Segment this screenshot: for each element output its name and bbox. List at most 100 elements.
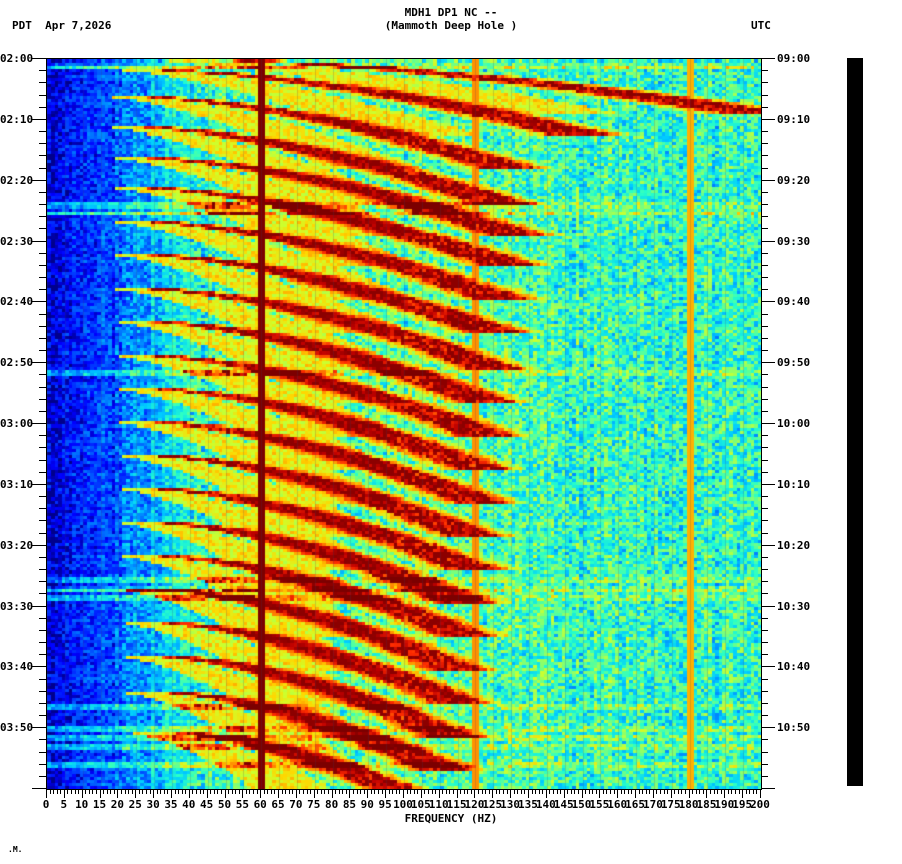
y-major-tick-left — [32, 362, 46, 364]
y-axis-left-labels: 02:00 02:10 02:20 02:30 02:40 02:50 03:00 03:10… — [0, 52, 34, 790]
x-minor-tick — [731, 789, 733, 794]
x-minor-tick — [338, 789, 340, 794]
y-major-tick-left — [32, 58, 46, 59]
x-minor-tick — [231, 789, 233, 794]
x-minor-tick — [370, 789, 372, 794]
y-minor-tick-right — [761, 496, 768, 497]
x-minor-tick — [745, 789, 747, 794]
x-major-tick — [724, 789, 726, 798]
x-minor-tick — [649, 789, 651, 794]
x-axis-label: 5 — [60, 798, 68, 811]
x-axis-label: 160 — [607, 798, 628, 811]
x-minor-tick — [517, 789, 519, 794]
x-major-tick — [295, 789, 297, 798]
x-major-tick — [206, 789, 208, 798]
utc-timezone-label: UTC — [751, 19, 771, 32]
x-minor-tick — [485, 789, 487, 794]
x-minor-tick — [128, 789, 130, 794]
x-minor-tick — [303, 789, 305, 794]
x-minor-tick — [531, 789, 533, 794]
y-major-tick-right — [761, 58, 775, 59]
x-minor-tick — [695, 789, 697, 794]
x-axis-label: 10 — [75, 798, 89, 811]
x-axis-label: 150 — [571, 798, 592, 811]
x-major-tick — [635, 789, 637, 798]
x-major-tick — [581, 789, 583, 798]
y-axis-left-ticks — [32, 58, 46, 790]
x-major-tick — [670, 789, 672, 798]
x-minor-tick — [502, 789, 504, 794]
x-major-tick — [706, 789, 708, 798]
x-minor-tick — [345, 789, 347, 794]
x-axis-label: 190 — [714, 798, 735, 811]
x-minor-tick — [210, 789, 212, 794]
x-minor-tick — [624, 789, 626, 794]
y-minor-tick-left — [39, 216, 46, 218]
x-major-tick — [117, 789, 119, 798]
x-axis-label: 20 — [110, 798, 125, 811]
x-minor-tick — [638, 789, 640, 794]
x-minor-tick — [270, 789, 272, 794]
y-axis-left-label: 02:30 — [0, 234, 34, 248]
x-axis-label: 140 — [535, 798, 556, 811]
y-minor-tick-right — [761, 191, 768, 193]
y-axis-right-label: 10:30 — [777, 599, 811, 613]
x-major-tick — [135, 789, 137, 798]
x-axis-label: 90 — [360, 798, 374, 811]
y-minor-tick-right — [761, 386, 768, 388]
y-minor-tick-left — [39, 398, 46, 400]
y-major-tick-left — [32, 118, 46, 120]
x-minor-tick — [320, 789, 322, 794]
x-minor-tick — [192, 789, 194, 794]
y-minor-tick-left — [39, 459, 46, 461]
x-minor-tick — [174, 789, 176, 794]
x-minor-tick — [713, 789, 715, 794]
y-minor-tick-left — [39, 690, 46, 692]
x-axis-label: 65 — [271, 798, 285, 811]
x-major-tick — [349, 789, 351, 798]
x-axis-label: 50 — [217, 798, 232, 811]
x-minor-tick — [103, 789, 105, 794]
x-minor-tick — [203, 789, 205, 794]
y-minor-tick-right — [761, 106, 768, 108]
x-major-tick — [188, 789, 190, 798]
x-minor-tick — [131, 789, 133, 794]
x-minor-tick — [499, 789, 501, 794]
x-axis-label: 170 — [642, 798, 663, 811]
x-minor-tick — [667, 789, 669, 794]
x-minor-tick — [299, 789, 301, 794]
y-minor-tick-left — [39, 277, 46, 278]
y-minor-tick-left — [39, 313, 46, 315]
y-major-tick-left — [32, 788, 46, 789]
y-minor-tick-left — [39, 775, 46, 777]
y-major-tick-right — [761, 362, 775, 364]
x-minor-tick — [577, 789, 579, 794]
y-minor-tick-left — [39, 471, 46, 473]
x-axis-label: 105 — [410, 798, 431, 811]
x-major-tick — [313, 789, 315, 798]
y-major-tick-right — [761, 423, 775, 424]
x-minor-tick — [281, 789, 283, 794]
y-minor-tick-left — [39, 654, 46, 656]
x-minor-tick — [163, 789, 165, 794]
x-axis-label: 70 — [289, 798, 303, 811]
x-major-tick — [278, 789, 280, 798]
x-minor-tick — [392, 789, 394, 794]
y-minor-tick-right — [761, 228, 768, 230]
x-minor-tick — [656, 789, 658, 794]
x-major-tick — [260, 789, 262, 798]
y-minor-tick-left — [39, 447, 46, 449]
y-minor-tick-right — [761, 447, 768, 449]
x-minor-tick — [449, 789, 451, 794]
x-minor-tick — [556, 789, 558, 794]
x-minor-tick — [445, 789, 447, 794]
y-minor-tick-left — [39, 289, 46, 291]
y-axis-right-label: 10:50 — [777, 721, 811, 735]
x-major-tick — [81, 789, 83, 798]
y-minor-tick-right — [761, 702, 768, 704]
y-axis-left-label: 02:10 — [0, 112, 34, 126]
y-minor-tick-right — [761, 337, 768, 339]
x-minor-tick — [692, 789, 694, 794]
y-minor-tick-right — [761, 350, 768, 351]
